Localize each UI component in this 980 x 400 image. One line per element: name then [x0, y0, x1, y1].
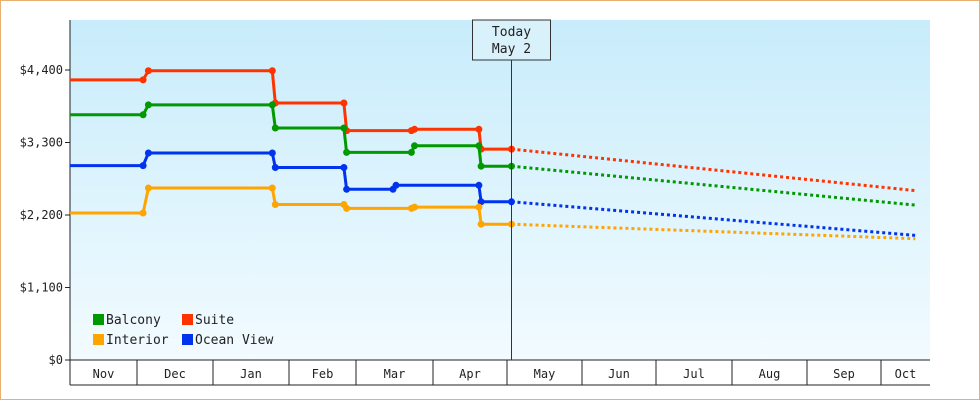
data-point-interior [271, 201, 279, 208]
legend-swatch [93, 314, 104, 325]
legend-label: Balcony [106, 313, 161, 328]
legend-item-ocean-view: Ocean View [182, 333, 273, 348]
data-point-interior [475, 203, 483, 211]
data-point-ocean-view [340, 164, 348, 171]
data-point-ocean-view [139, 162, 147, 170]
x-tick-label: Apr [459, 367, 481, 381]
series-forecast-interior [511, 222, 916, 241]
data-point-suite [340, 99, 348, 107]
legend-item-interior: Interior [93, 333, 169, 348]
data-point-balcony [139, 111, 147, 119]
data-point-interior [144, 184, 152, 192]
y-tick-label: $2,200 [20, 208, 63, 222]
data-point-ocean-view [392, 181, 400, 189]
x-tick-label: Jun [608, 367, 630, 381]
x-tick-label: Aug [759, 367, 781, 381]
x-tick-label: Oct [895, 367, 917, 381]
y-tick-label: $0 [49, 353, 63, 367]
series-ocean-view [70, 149, 916, 237]
series-layer [70, 67, 916, 241]
series-interior [70, 184, 916, 241]
series-forecast-ocean-view [511, 200, 916, 237]
series-forecast-balcony [511, 164, 916, 207]
data-point-interior [268, 184, 276, 192]
legend-swatch [182, 334, 193, 345]
y-tick-label: $1,100 [20, 281, 63, 295]
legend-label: Suite [195, 313, 234, 328]
today-marker: Today May 2 [472, 19, 551, 360]
x-tick-label: Dec [164, 367, 186, 381]
data-point-ocean-view [271, 164, 279, 171]
legend: Balcony Suite Interior Ocean View [93, 313, 273, 348]
legend-item-suite: Suite [182, 313, 234, 328]
x-tick-label: May [534, 367, 556, 381]
x-tick-label: Feb [312, 367, 334, 381]
y-tick-label: $3,300 [20, 136, 63, 150]
data-point-interior [411, 203, 418, 211]
data-point-ocean-view [268, 149, 276, 157]
data-point-interior [477, 220, 485, 228]
x-tick-label: Sep [833, 367, 855, 381]
data-point-ocean-view [475, 181, 483, 189]
data-point-balcony [475, 142, 483, 150]
data-point-balcony [411, 142, 418, 150]
data-point-ocean-view [477, 198, 485, 206]
x-axis-month-labels: Nov Dec Jan Feb Mar Apr May Jun Jul Aug Sep Oct [93, 360, 917, 385]
plot-background [70, 20, 930, 360]
data-point-ocean-view [144, 149, 152, 157]
x-tick-label: Mar [384, 367, 406, 381]
data-point-interior [343, 204, 351, 212]
legend-label: Interior [106, 333, 169, 348]
today-date: May 2 [492, 42, 531, 57]
data-point-interior [139, 209, 147, 217]
data-point-balcony [144, 101, 152, 109]
series-forecast-suite [511, 147, 916, 193]
data-point-suite [411, 125, 418, 133]
legend-label: Ocean View [195, 333, 273, 348]
today-label: Today [492, 25, 531, 40]
data-point-balcony [343, 148, 351, 156]
data-point-suite [475, 125, 483, 133]
data-point-ocean-view [343, 185, 351, 193]
data-point-suite [139, 76, 147, 84]
y-tick-label: $4,400 [20, 63, 63, 77]
series-balcony [70, 101, 916, 207]
x-tick-label: Jan [240, 367, 262, 381]
y-axis-ticks: $0 $1,100 $2,200 $3,300 $4,400 [20, 63, 70, 367]
data-point-balcony [340, 124, 348, 132]
data-point-balcony [271, 124, 279, 132]
x-tick-label: Nov [93, 367, 115, 381]
today-box [472, 19, 551, 61]
legend-swatch [93, 334, 104, 345]
data-point-balcony [477, 162, 485, 170]
x-tick-label: Jul [683, 367, 705, 381]
data-point-balcony [268, 101, 276, 109]
legend-swatch [182, 314, 193, 325]
data-point-suite [144, 67, 152, 75]
legend-item-balcony: Balcony [93, 313, 161, 328]
data-point-suite [268, 67, 276, 75]
data-point-balcony [407, 148, 415, 156]
